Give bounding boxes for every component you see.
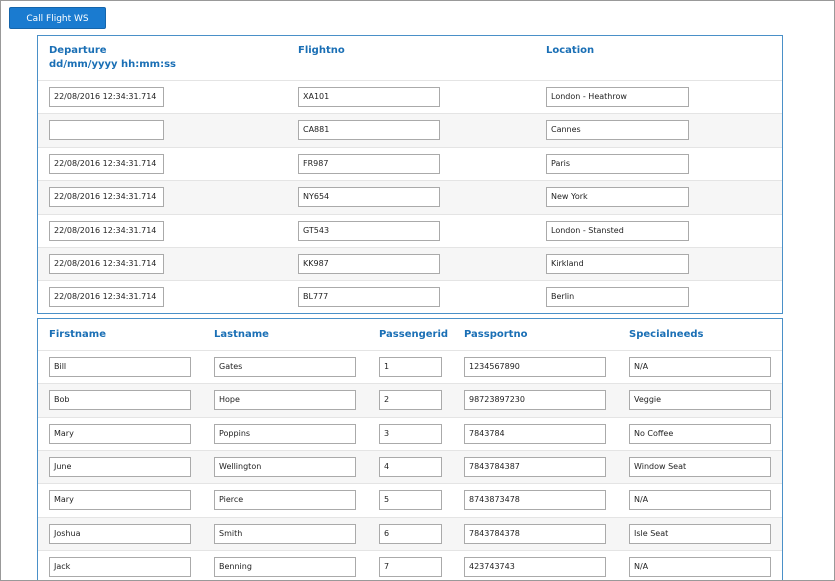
text-input[interactable]: 22/08/2016 12:34:31.714 bbox=[49, 254, 164, 274]
text-input[interactable]: Bob bbox=[49, 390, 191, 411]
row-divider bbox=[38, 516, 782, 518]
text-input[interactable]: 1234567890 bbox=[464, 357, 606, 377]
text-input[interactable]: Cannes bbox=[546, 120, 689, 141]
text-input[interactable]: FR987 bbox=[298, 153, 440, 174]
text-input[interactable]: Veggie bbox=[629, 390, 771, 411]
text-input[interactable]: 3 bbox=[379, 423, 442, 444]
text-input[interactable]: Poppins bbox=[214, 423, 356, 444]
text-input[interactable]: London - Heathrow bbox=[546, 87, 689, 107]
text-input[interactable]: Mary bbox=[49, 490, 191, 511]
text-input[interactable]: 22/08/2016 12:34:31.714 bbox=[49, 153, 164, 174]
text-input[interactable]: 98723897230 bbox=[464, 390, 606, 411]
text-input[interactable]: Gates bbox=[214, 357, 356, 377]
text-input[interactable]: Benning bbox=[214, 556, 356, 577]
text-input[interactable]: Kirkland bbox=[546, 254, 689, 274]
text-input[interactable]: XA101 bbox=[298, 87, 440, 107]
text-input[interactable]: Bill bbox=[49, 357, 191, 377]
text-input[interactable]: 8743873478 bbox=[464, 490, 606, 511]
text-input[interactable]: CA881 bbox=[298, 120, 440, 141]
text-input[interactable]: Jack bbox=[49, 556, 191, 577]
column-header: Lastname bbox=[214, 329, 269, 340]
text-input[interactable]: 2 bbox=[379, 390, 442, 411]
text-input[interactable]: 7843784387 bbox=[464, 456, 606, 477]
text-input[interactable]: 22/08/2016 12:34:31.714 bbox=[49, 87, 164, 107]
text-input[interactable]: Smith bbox=[214, 523, 356, 544]
text-input[interactable]: 5 bbox=[379, 490, 442, 511]
text-input[interactable]: Window Seat bbox=[629, 456, 771, 477]
call-button[interactable]: Call Flight WS bbox=[9, 7, 106, 29]
text-input[interactable]: Berlin bbox=[546, 287, 689, 308]
column-header: Flightno bbox=[298, 45, 345, 56]
column-header: Passengerid bbox=[379, 329, 449, 340]
text-input[interactable]: Joshua bbox=[49, 523, 191, 544]
text-input[interactable]: London - Stansted bbox=[546, 220, 689, 241]
text-input[interactable]: No Coffee bbox=[629, 423, 771, 444]
column-header: Specialneeds bbox=[629, 329, 704, 340]
row-divider bbox=[38, 180, 782, 182]
text-input[interactable]: Paris bbox=[546, 153, 689, 174]
text-input[interactable]: 22/08/2016 12:34:31.714 bbox=[49, 187, 164, 208]
column-header: Location bbox=[546, 45, 595, 56]
row-divider bbox=[38, 113, 782, 115]
text-input[interactable]: New York bbox=[546, 187, 689, 208]
row-divider bbox=[38, 80, 782, 81]
flights-table: Departure dd/mm/yyyy hh:mm:ss Flightno Loc… bbox=[37, 35, 783, 314]
row-divider bbox=[38, 213, 782, 215]
row-divider bbox=[38, 146, 782, 148]
row-divider bbox=[38, 280, 782, 282]
text-input[interactable]: GT543 bbox=[298, 220, 440, 241]
row-divider bbox=[38, 549, 782, 551]
text-input[interactable]: 423743743 bbox=[464, 556, 606, 577]
text-input[interactable]: BL777 bbox=[298, 287, 440, 308]
row-divider bbox=[38, 416, 782, 418]
text-input[interactable]: Wellington bbox=[214, 456, 356, 477]
row-divider bbox=[38, 383, 782, 385]
text-input[interactable]: 22/08/2016 12:34:31.714 bbox=[49, 220, 164, 241]
text-input[interactable]: Mary bbox=[49, 423, 191, 444]
text-input[interactable]: 4 bbox=[379, 456, 442, 477]
text-input[interactable]: N/A bbox=[629, 556, 771, 577]
text-input[interactable]: 7843784 bbox=[464, 423, 606, 444]
text-input[interactable]: Hope bbox=[214, 390, 356, 411]
text-input[interactable]: June bbox=[49, 456, 191, 477]
column-header: Firstname bbox=[49, 329, 106, 340]
row-divider bbox=[38, 449, 782, 451]
text-input[interactable] bbox=[49, 120, 164, 141]
column-header: Passportno bbox=[464, 329, 528, 340]
text-input[interactable]: Pierce bbox=[214, 490, 356, 511]
row-divider bbox=[38, 247, 782, 248]
text-input[interactable]: 22/08/2016 12:34:31.714 bbox=[49, 287, 164, 308]
text-input[interactable]: KK987 bbox=[298, 254, 440, 274]
text-input[interactable]: Isle Seat bbox=[629, 523, 771, 544]
text-input[interactable]: N/A bbox=[629, 357, 771, 377]
text-input[interactable]: 7843784378 bbox=[464, 523, 606, 544]
passengers-table: Firstname Lastname Passengerid Passportno Sp… bbox=[37, 318, 783, 580]
text-input[interactable]: NY654 bbox=[298, 187, 440, 208]
row-divider bbox=[38, 350, 782, 351]
text-input[interactable]: 6 bbox=[379, 523, 442, 544]
row-divider bbox=[38, 483, 782, 485]
text-input[interactable]: 1 bbox=[379, 357, 442, 377]
column-header: Departure dd/mm/yyyy hh:mm:ss bbox=[49, 45, 176, 70]
text-input[interactable]: 7 bbox=[379, 556, 442, 577]
text-input[interactable]: N/A bbox=[629, 490, 771, 511]
